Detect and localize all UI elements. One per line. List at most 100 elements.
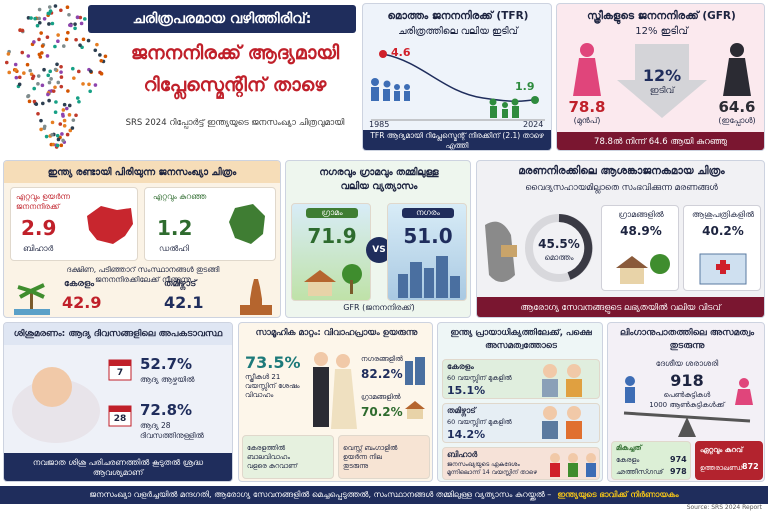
stat-label: ആദ്യ ആഴ്ചയിൽ	[140, 375, 195, 384]
panel-title: സാമൂഹിക മാറ്റം: വിവാഹപ്രായം ഉയരുന്നു	[255, 328, 418, 338]
crowd-dot	[53, 110, 58, 115]
row-value: 872	[742, 462, 759, 471]
crowd-dot	[53, 4, 58, 8]
place-icons	[405, 357, 425, 419]
calendar-day: 7	[116, 368, 124, 378]
unit-line: പെൺകുട്ടികൾ	[663, 391, 711, 399]
crowd-dot	[59, 75, 64, 79]
urban-box: നഗരം 51.0	[387, 203, 467, 301]
crowd-dot	[48, 69, 53, 74]
crowd-dot	[32, 40, 36, 44]
crowd-dot	[36, 111, 40, 116]
crowd-dot	[45, 54, 50, 58]
footer-bar: ജനസംഖ്യാ വളർച്ചയിൽ മന്ദഗതി, ആരോഗ്യ സേവനങ…	[0, 486, 768, 504]
city-icon	[398, 256, 460, 298]
crowd-dot	[18, 28, 22, 33]
family-icon	[489, 98, 519, 118]
crowd-dot	[40, 83, 45, 88]
stat-value: 73.5%	[245, 353, 301, 372]
point	[379, 50, 387, 58]
crowd-dot	[36, 74, 41, 78]
crowd-dot	[67, 103, 72, 108]
stat-value: 72.8%	[140, 401, 193, 419]
box-label: ഗ്രാമങ്ങളിൽ	[618, 210, 664, 219]
crowd-dot	[56, 137, 61, 142]
crowd-dot	[47, 80, 52, 85]
crowd-dot	[28, 68, 33, 73]
crowd-dot	[22, 71, 26, 75]
mortality-panel: മരണനിരക്കിലെ ആശങ്കാജനകമായ ചിത്രം വൈദ്യസഹ…	[476, 160, 765, 318]
crowd-dot	[26, 54, 31, 58]
stat-label: ദേശീയ ശരാശരി	[655, 359, 719, 368]
state-name: തമിഴ്നാട്	[164, 279, 197, 289]
panel-subtitle: വൈദ്യസഹായമില്ലാതെ സംഭവിക്കുന്ന മരണങ്ങൾ	[525, 183, 718, 193]
crowd-dot	[42, 17, 47, 21]
crowd-dot	[39, 31, 43, 35]
box-value: 2.9	[21, 216, 57, 240]
crowd-dot	[36, 82, 40, 86]
crowd-dot	[50, 133, 54, 137]
crowd-dot	[34, 102, 39, 106]
row-name: കേരളം	[616, 456, 640, 464]
crowd-dot	[46, 92, 50, 97]
headline: റിപ്ലേസ്മെന്റിന് താഴെ	[143, 74, 327, 96]
crowd-dot	[40, 44, 45, 48]
box-label: മികച്ചത്	[616, 444, 642, 452]
crowd-dot	[83, 17, 87, 21]
box-value: 71.9	[307, 224, 357, 248]
crowd-dot	[74, 113, 78, 118]
header-subtitle: SRS 2024 റിപ്പോർട്ട് ഇന്ത്യയുടെ ജനസംഖ്യാ…	[125, 118, 345, 128]
rural-box: ഗ്രാമം 71.9	[291, 203, 371, 301]
before-label: (മുൻപ്)	[573, 116, 601, 125]
crowd-dot	[6, 52, 11, 56]
box-value: 48.9%	[620, 224, 662, 238]
panel-title: സ്ത്രീകളുടെ ജനനനിരക്ക് (GFR)	[587, 10, 736, 22]
crowd-dot	[64, 37, 69, 42]
crowd-dot	[73, 26, 77, 31]
panel-title: നഗരവും ഗ്രാമവും തമ്മിലുള്ള വലിയ വ്യത്യാസ…	[319, 167, 439, 192]
crowd-dot	[59, 70, 63, 74]
baby-illustration	[12, 367, 100, 443]
crowd-dot	[67, 12, 71, 17]
stat-value: 82.2%	[361, 367, 403, 381]
crowd-dot	[61, 108, 66, 112]
crowd-dot	[20, 50, 25, 55]
infant-panel: ശിശുമരണം: ആദ്യ ദിവസങ്ങളിലെ അപകടാവസ്ഥ 7 5…	[3, 322, 233, 482]
crowd-dot	[48, 9, 53, 13]
crowd-dot	[59, 143, 64, 148]
before-value: 78.8	[568, 98, 606, 116]
crowd-dot	[55, 133, 60, 138]
best-box: മികച്ചത് കേരളം 974 ഛത്തീസ്ഗഢ് 978	[611, 441, 691, 480]
mortality-illustration	[485, 214, 593, 282]
crowd-dot	[50, 120, 55, 125]
after-label: (ഇപ്പോൾ)	[718, 116, 756, 125]
crowd-dot	[42, 124, 47, 129]
urban-rural-panel: നഗരവും ഗ്രാമവും തമ്മിലുള്ള വലിയ വ്യത്യാസ…	[285, 160, 471, 318]
crowd-dot	[4, 60, 9, 65]
crowd-dot	[61, 44, 66, 48]
crowd-dot	[66, 89, 70, 93]
crowd-dot	[55, 143, 60, 148]
state-value: 14.2%	[447, 428, 486, 441]
panel-title: ഇന്ത്യ രണ്ടായി പിരിയുന്ന ജനസംഖ്യാ ചിത്രം	[4, 161, 280, 183]
box-value: 40.2%	[702, 224, 744, 238]
crowd-dot	[70, 126, 75, 130]
state-name: തമിഴ്നാട്	[447, 406, 476, 415]
note-box: വെസ്റ്റ് ബംഗാളിൽ ഉയർന്ന നില തുടരുന്നു	[338, 435, 430, 479]
crowd-dot	[86, 38, 91, 43]
drop-value: 12%	[642, 66, 682, 85]
gfr-panel: സ്ത്രീകളുടെ ജനനനിരക്ക് (GFR) 12% ഇടിവ് 1…	[556, 3, 765, 151]
crowd-dot	[17, 75, 22, 80]
children-icons	[550, 453, 596, 477]
crowd-dot	[79, 21, 84, 26]
crowd-dot	[75, 15, 80, 19]
panel-title: ലിംഗാനുപാതത്തിലെ അസമത്വം തുടരുന്നു	[619, 328, 755, 351]
crowd-dot	[42, 67, 46, 72]
state-value: 42.9	[62, 293, 102, 312]
palm-icon	[14, 283, 50, 315]
tfr-panel: മൊത്തം ജനനനിരക്ക് (TFR) ചരിത്രത്തിലെ വലി…	[362, 3, 552, 151]
footer-highlight: ഇന്ത്യയുടെ ഭാവിക്ക് നിർണായകം	[557, 490, 679, 499]
trend-line	[382, 53, 536, 103]
crowd-dot	[7, 70, 12, 75]
